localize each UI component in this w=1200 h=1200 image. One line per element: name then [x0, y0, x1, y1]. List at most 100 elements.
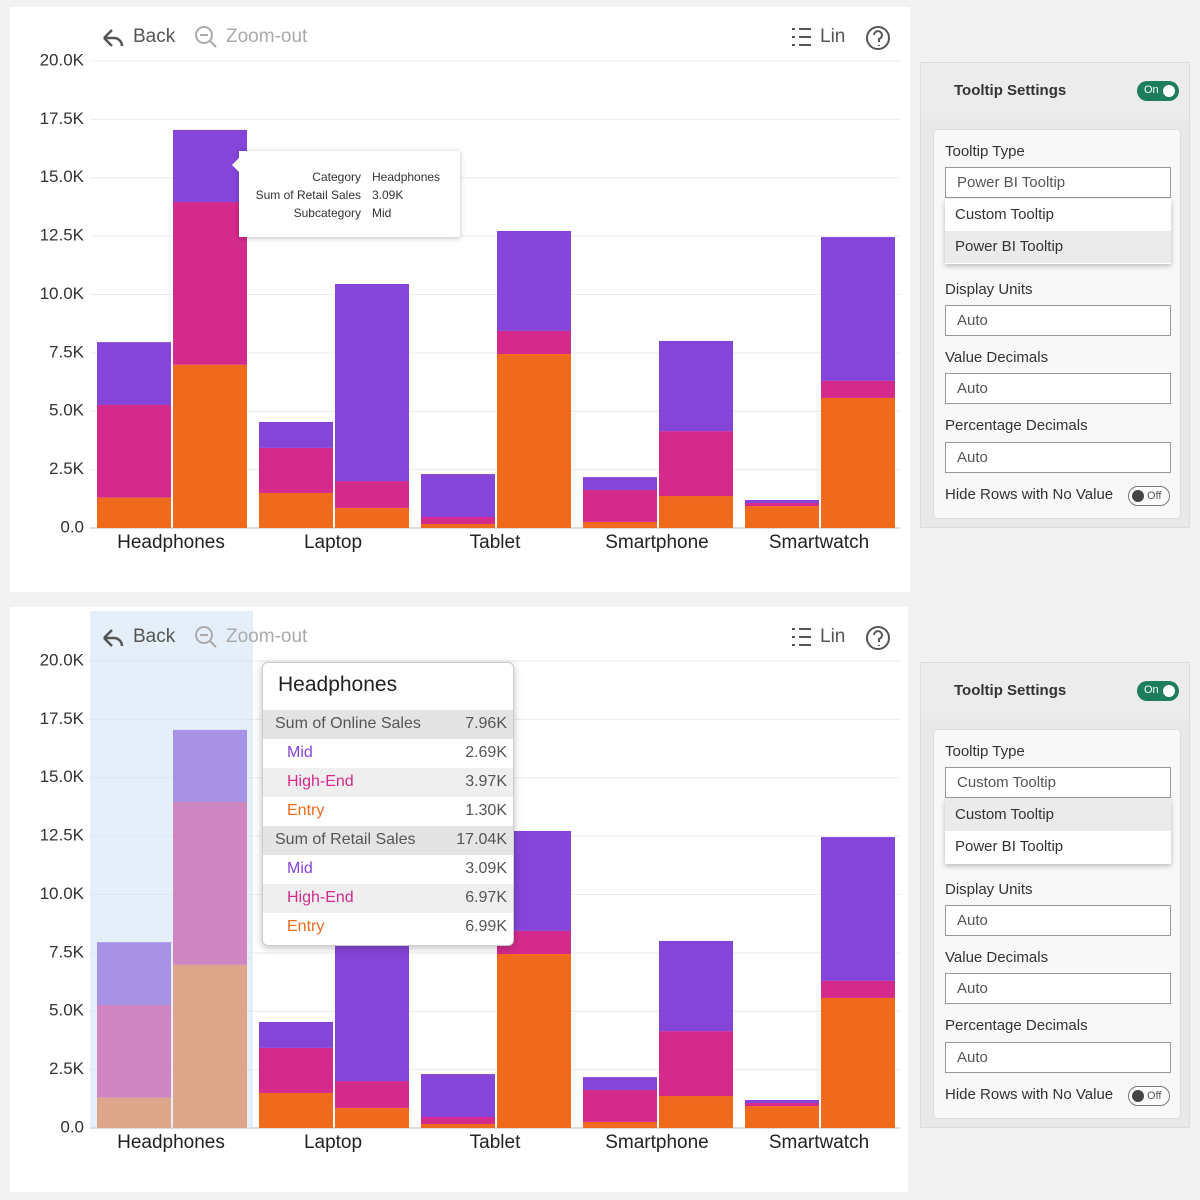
y-tick-label: 12.5K — [40, 226, 85, 245]
chart-panel: 0.0 2.5K 5.0K 7.5K 10.0K 12.5K 15.0K 17.5K 20.0K… — [10, 607, 908, 1192]
tooltip-value: Headphones — [372, 170, 441, 184]
zoom-out-button[interactable]: Zoom-out — [226, 26, 308, 47]
settings-header[interactable]: Tooltip Settings On — [921, 63, 1189, 119]
bar-segment — [97, 404, 171, 498]
toggle-knob — [1132, 490, 1144, 502]
bar-segment — [821, 237, 895, 381]
x-tick-label: Smartwatch — [769, 1132, 869, 1153]
tooltip-value: 6.99K — [465, 918, 507, 935]
y-tick-label: 20.0K — [40, 50, 85, 69]
toggle-text: Off — [1147, 490, 1162, 502]
x-tick-label: Smartwatch — [769, 532, 869, 553]
bar-segment — [497, 930, 571, 955]
option-text: Custom Tooltip — [955, 806, 1054, 823]
x-tick-label: Laptop — [304, 1132, 362, 1153]
dropdown-list: Custom Tooltip Power BI Tooltip — [945, 199, 1171, 264]
toggle-off[interactable]: Off — [1128, 1086, 1170, 1106]
tooltip-value: 1.30K — [465, 802, 507, 819]
y-tick-label: 2.5K — [49, 459, 85, 478]
y-tick-label: 17.5K — [40, 709, 85, 728]
dropdown-value: Power BI Tooltip — [957, 174, 1066, 191]
bar-segment — [97, 342, 171, 405]
bar-segment — [335, 1081, 409, 1108]
option-text: Custom Tooltip — [955, 206, 1054, 223]
field-label: Percentage Decimals — [945, 417, 1088, 434]
scale-button[interactable]: Lin — [820, 626, 845, 647]
toggle-on[interactable]: On — [1137, 681, 1179, 701]
bar-segment — [745, 499, 819, 504]
x-tick-label: Tablet — [470, 532, 521, 553]
field-label: Tooltip Type — [945, 143, 1025, 160]
toggle-off[interactable]: Off — [1128, 486, 1170, 506]
y-tick-label: 7.5K — [49, 942, 85, 961]
back-icon[interactable] — [103, 629, 124, 647]
settings-header[interactable]: Tooltip Settings On — [921, 663, 1189, 719]
tooltip-item-row: Mid 3.09K — [263, 855, 513, 884]
zoom-icon — [195, 26, 213, 44]
help-icon — [873, 630, 883, 646]
bar-segment — [97, 497, 171, 528]
toggle-knob — [1132, 1090, 1144, 1102]
toggle-knob — [1163, 685, 1175, 697]
tooltip-label: Sum of Retail Sales — [275, 831, 416, 848]
tooltip-value: 6.97K — [465, 889, 507, 906]
option-text: Power BI Tooltip — [955, 238, 1064, 255]
bar-segment — [659, 431, 733, 497]
zoom-out-button[interactable]: Zoom-out — [226, 626, 308, 647]
help-button[interactable] — [866, 626, 890, 650]
dropdown[interactable]: Auto — [945, 973, 1171, 1004]
bar-segment — [821, 380, 895, 398]
y-tick-label: 17.5K — [40, 109, 85, 128]
bar-segment — [745, 506, 819, 528]
chart-panel: 0.0 2.5K 5.0K 7.5K 10.0K 12.5K 15.0K 17.5K 20.0K… — [10, 7, 910, 592]
help-button[interactable] — [866, 26, 890, 50]
dropdown-option[interactable]: Custom Tooltip — [945, 199, 1171, 231]
dropdown-list: Custom Tooltip Power BI Tooltip — [945, 799, 1171, 864]
toggle-text: On — [1144, 684, 1159, 696]
bar-segment — [335, 481, 409, 508]
tooltip-value: 2.69K — [465, 744, 507, 761]
dropdown[interactable]: Auto — [945, 305, 1171, 336]
bar-segment — [173, 202, 247, 365]
dropdown[interactable]: Auto — [945, 373, 1171, 404]
bar-segment — [173, 364, 247, 528]
y-tick-label: 5.0K — [49, 401, 85, 420]
bar-segment — [259, 1021, 333, 1048]
bar-segment — [583, 521, 657, 528]
option-text: Power BI Tooltip — [955, 838, 1064, 855]
dropdown[interactable]: Auto — [945, 1042, 1171, 1073]
tooltip-label: Entry — [287, 802, 325, 819]
settings-title: Tooltip Settings — [954, 82, 1067, 99]
bar-segment — [659, 340, 733, 432]
toggle-on[interactable]: On — [1137, 81, 1179, 101]
dropdown-option[interactable]: Custom Tooltip — [945, 799, 1171, 831]
tooltip-label: Sum of Online Sales — [275, 715, 421, 732]
dropdown-option[interactable]: Power BI Tooltip — [945, 831, 1171, 863]
back-button[interactable]: Back — [133, 26, 176, 47]
dropdown[interactable]: Auto — [945, 442, 1171, 473]
field-label: Hide Rows with No Value — [945, 1086, 1114, 1103]
bar-segment — [659, 1096, 733, 1128]
dropdown-option[interactable]: Power BI Tooltip — [945, 231, 1171, 263]
bar-segment — [745, 503, 819, 507]
tooltip-item-row: Entry 1.30K — [263, 797, 513, 826]
bar-segment — [497, 354, 571, 528]
tooltip-label: High-End — [287, 773, 354, 790]
dropdown-value: Custom Tooltip — [957, 774, 1056, 791]
bar-segment — [745, 1099, 819, 1104]
x-tick-label: Headphones — [117, 1132, 225, 1153]
scale-button[interactable]: Lin — [820, 26, 845, 47]
x-tick-label: Smartphone — [605, 1132, 709, 1153]
dropdown[interactable]: Auto — [945, 905, 1171, 936]
dropdown[interactable]: Power BI Tooltip — [945, 167, 1171, 198]
toggle-text: Off — [1147, 1090, 1162, 1102]
dropdown-value: Auto — [957, 380, 988, 397]
settings-pane: Tooltip Settings On Tooltip Type Power BI T… — [920, 62, 1190, 528]
dropdown[interactable]: Custom Tooltip — [945, 767, 1171, 798]
tooltip-value: 3.97K — [465, 773, 507, 790]
bar-segment — [421, 517, 495, 525]
tooltip-item-row: High-End 6.97K — [263, 884, 513, 913]
back-button[interactable]: Back — [133, 626, 176, 647]
back-icon[interactable] — [103, 29, 124, 47]
y-tick-label: 5.0K — [49, 1001, 85, 1020]
